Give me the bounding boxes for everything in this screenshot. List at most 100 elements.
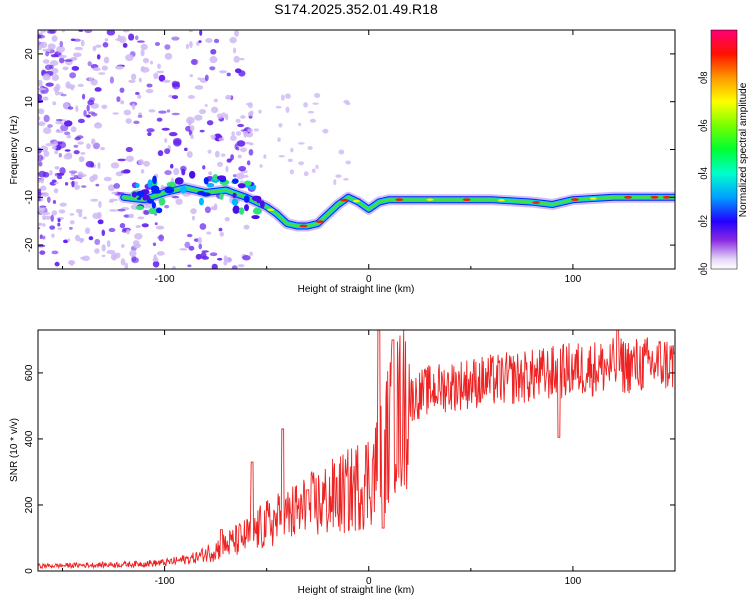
noise-blob [137,216,145,220]
ridge-blob [143,195,151,201]
noise-blob [311,168,316,174]
noise-blob [51,250,59,255]
y-tick-label: 200 [24,496,35,513]
ridge-blob [150,185,160,193]
noise-blob [345,160,352,165]
noise-blob [157,150,164,157]
noise-blob [110,253,117,261]
ridge-blob [166,181,177,188]
noise-blob [175,198,183,206]
noise-blob [55,118,63,122]
noise-blob [140,169,145,174]
noise-blob [237,264,245,268]
noise-blob [38,207,44,212]
noise-blob [86,104,90,112]
noise-blob [128,33,135,41]
noise-blob [171,265,176,269]
noise-blob [43,150,50,157]
noise-blob [220,153,226,157]
ridge-peak [315,220,324,224]
snr-ylabel: SNR (10 * v/v) [9,418,20,482]
noise-blob [143,210,150,215]
ridge-blob [198,197,204,206]
noise-blob [247,102,253,109]
noise-blob [101,244,106,252]
ridge-blob [201,192,211,197]
noise-blob [40,176,44,184]
noise-blob [109,209,118,212]
noise-blob [135,224,141,229]
noise-blob [124,262,129,269]
noise-blob [86,143,91,150]
noise-blob [55,121,63,125]
ridge-blob [243,195,250,203]
noise-blob [89,175,96,183]
noise-blob [112,112,119,115]
noise-blob [263,154,267,159]
noise-blob [50,214,55,222]
noise-blob [307,146,313,151]
noise-blob [155,225,165,230]
ridge-blob [232,178,239,184]
noise-blob [71,180,75,188]
ridge-blob [158,197,166,206]
noise-blob [235,131,242,136]
ridge-blob [238,207,245,215]
ridge-blob [151,201,156,209]
spectrogram-ylabel: Frequency (Hz) [9,116,20,185]
noise-blob [39,234,43,240]
noise-blob [278,123,283,128]
noise-blob [164,170,172,176]
noise-blob [156,117,163,122]
noise-blob [168,94,174,98]
noise-blob [280,94,285,101]
noise-blob [57,222,61,227]
noise-blob [59,167,66,175]
noise-blob [234,30,240,37]
noise-blob [75,105,79,112]
noise-blob [66,134,72,139]
noise-blob [154,41,161,47]
ridge-peak [624,195,633,199]
noise-blob [43,114,50,123]
noise-blob [65,81,71,89]
noise-blob [63,239,69,244]
noise-blob [95,44,102,48]
spectrogram-frame [37,29,676,270]
ridge-blob [260,200,265,209]
noise-blob [277,137,281,142]
noise-blob [58,153,62,158]
noise-blob [52,101,57,106]
noise-blob [343,99,350,104]
noise-blob [141,223,149,228]
noise-blob [162,79,171,83]
noise-blob [185,43,189,50]
noise-blob [137,94,142,99]
noise-blob [79,237,84,244]
noise-blob [39,205,47,208]
ridge-peak [462,198,471,202]
noise-blob [333,179,337,186]
noise-blob [122,42,128,48]
noise-blob [132,240,140,246]
figure-title: S174.2025.352.01.49.R18 [274,1,438,17]
noise-blob [186,233,193,238]
noise-blob [130,73,137,81]
noise-blob [213,38,220,44]
noise-blob [275,105,282,109]
noise-blob [62,66,69,71]
y-tick-label: 400 [24,430,35,447]
noise-blob [242,255,251,261]
noise-blob [231,131,235,136]
noise-blob [234,68,242,74]
noise-blob [64,131,71,136]
noise-blob [217,161,224,168]
ridge-peak [650,195,659,199]
noise-blob [51,35,58,42]
noise-blob [134,35,139,41]
noise-blob [200,252,207,258]
ridge-blob [251,215,260,220]
noise-blob [49,170,53,176]
noise-blob [161,127,170,131]
noise-blob [244,141,252,145]
